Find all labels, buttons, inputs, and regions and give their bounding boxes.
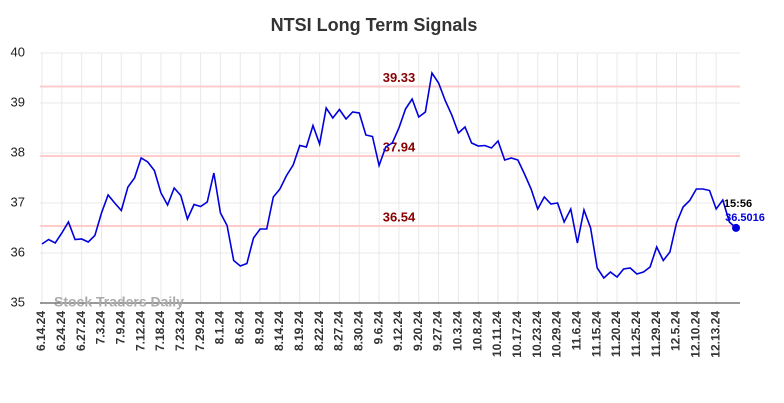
x-tick-label: 8.27.24 [332, 311, 346, 351]
x-tick-label: 6.27.24 [74, 311, 88, 351]
y-tick-label: 37 [11, 194, 25, 209]
x-tick-label: 11.20.24 [609, 311, 623, 357]
x-tick-label: 11.25.24 [629, 311, 643, 357]
x-tick-label: 7.9.24 [113, 311, 127, 345]
x-tick-label: 10.17.24 [510, 311, 524, 358]
y-tick-label: 40 [11, 44, 25, 59]
x-tick-label: 10.29.24 [550, 311, 564, 358]
x-tick-label: 9.6.24 [371, 311, 385, 345]
x-tick-label: 9.27.24 [431, 311, 445, 351]
reference-label: 36.54 [383, 209, 416, 224]
x-tick-label: 7.23.24 [173, 311, 187, 351]
x-tick-label: 11.15.24 [589, 311, 603, 357]
x-tick-label: 8.22.24 [312, 311, 326, 351]
x-tick-label: 10.3.24 [451, 311, 465, 351]
last-value: 36.5016 [725, 212, 765, 224]
x-tick-label: 8.14.24 [272, 311, 286, 351]
x-tick-label: 6.24.24 [54, 311, 68, 351]
chart-title: NTSI Long Term Signals [271, 15, 478, 35]
x-tick-label: 8.6.24 [232, 311, 246, 345]
last-time: 15:56 [724, 198, 752, 210]
x-tick-label: 9.12.24 [391, 311, 405, 351]
x-tick-label: 9.20.24 [411, 311, 425, 351]
x-tick-label: 7.18.24 [153, 311, 167, 351]
x-tick-label: 7.3.24 [94, 311, 108, 345]
last-point [732, 223, 740, 232]
x-tick-label: 8.19.24 [292, 311, 306, 351]
x-tick-label: 12.13.24 [708, 311, 722, 358]
x-tick-label: 10.23.24 [530, 311, 544, 358]
price-line [41, 70, 737, 280]
x-tick-label: 10.8.24 [470, 311, 484, 351]
x-tick-label: 6.14.24 [34, 311, 48, 351]
x-tick-label: 12.10.24 [689, 311, 703, 358]
y-tick-label: 39 [11, 94, 25, 109]
watermark: Stock Traders Daily [54, 294, 184, 310]
reference-label: 39.33 [383, 70, 416, 85]
y-tick-label: 38 [11, 144, 25, 159]
x-tick-label: 8.9.24 [252, 311, 266, 345]
x-tick-label: 10.11.24 [490, 311, 504, 357]
x-tick-label: 12.5.24 [669, 311, 683, 351]
x-tick-label: 11.29.24 [649, 311, 663, 357]
x-tick-label: 11.6.24 [570, 311, 584, 351]
x-tick-label: 7.12.24 [133, 311, 147, 351]
x-tick-label: 8.1.24 [213, 311, 227, 345]
y-tick-label: 36 [11, 244, 25, 259]
y-tick-label: 35 [11, 294, 25, 309]
x-tick-label: 7.29.24 [193, 311, 207, 351]
reference-label: 37.94 [383, 139, 416, 154]
x-tick-label: 8.30.24 [351, 311, 365, 351]
